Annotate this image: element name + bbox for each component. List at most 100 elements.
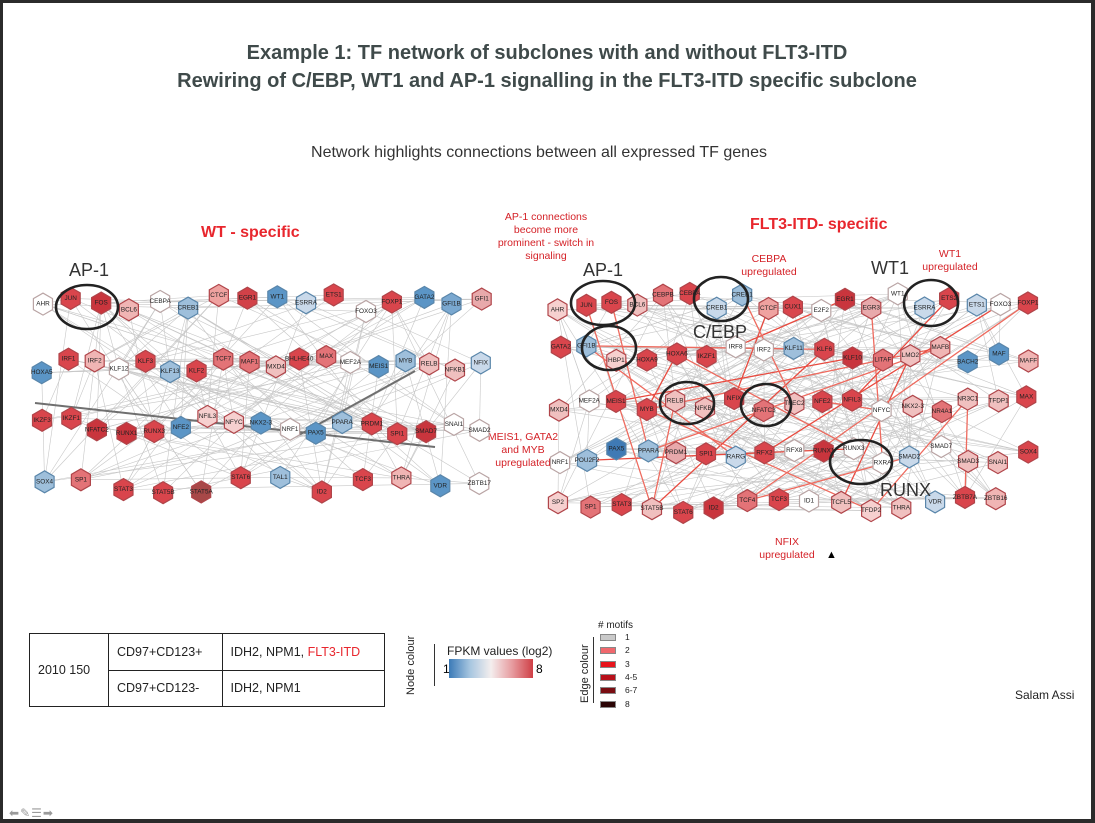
- flt-node-mafb: MAFB: [930, 335, 951, 360]
- flt-edge: [823, 299, 846, 452]
- flt-strong-edge: [651, 348, 825, 510]
- wt-edge: [159, 301, 250, 363]
- label-flt-wt1: WT1: [871, 258, 909, 278]
- svg-text:RUNX1: RUNX1: [116, 430, 138, 437]
- svg-text:CTCF: CTCF: [210, 292, 227, 299]
- edge-colour-axis-label: Edge colour: [579, 644, 591, 703]
- motifs-legend-title: # motifs: [598, 620, 634, 631]
- flt-node-pax5: PAX5: [606, 437, 627, 461]
- svg-text:MAF1: MAF1: [241, 359, 258, 366]
- flt-node-nfyc: NFYC: [871, 398, 892, 423]
- annotation-wt1-upregulated: WT1 upregulated: [922, 248, 978, 273]
- flt-node-egr3: EGR3: [861, 296, 882, 320]
- flt-node-egr1: EGR1: [834, 287, 856, 311]
- flt-edge: [557, 309, 648, 361]
- svg-text:NRF1: NRF1: [552, 459, 569, 466]
- wt-node-klf2: KLF2: [186, 359, 207, 383]
- motif-swatch: [600, 700, 616, 708]
- flt-node-nrf1: NRF1: [549, 450, 571, 475]
- wt-edge: [44, 298, 71, 482]
- flt-node-cux1: CUX1: [782, 295, 804, 319]
- svg-text:ZBTB16: ZBTB16: [984, 495, 1008, 502]
- svg-text:RXRA: RXRA: [874, 460, 892, 467]
- flt-node-tcf3: TCF3: [768, 487, 790, 512]
- wt-edge: [321, 303, 452, 493]
- wt-node-stat5a: STAT5A: [190, 480, 214, 504]
- forward-arrow-icon[interactable]: ➡: [42, 806, 54, 819]
- wt-edge: [123, 297, 425, 490]
- wt-node-gfi1: GFI1: [471, 287, 492, 311]
- flt-node-gfi1b: GFI1B: [576, 334, 597, 358]
- wt-node-ikzf3: IKZF3: [31, 408, 53, 432]
- wt-node-jun: JUN: [60, 286, 81, 311]
- svg-text:FOS: FOS: [605, 299, 618, 306]
- flt-node-tfdp2: TFDP2: [861, 498, 882, 523]
- flt-edge: [705, 293, 898, 454]
- svg-text:STAT6: STAT6: [231, 474, 250, 481]
- svg-text:CREB1: CREB1: [177, 305, 199, 312]
- svg-text:SNAI1: SNAI1: [445, 421, 464, 428]
- flt-cebp-circle: [692, 275, 750, 323]
- flt-edge: [897, 293, 966, 498]
- svg-text:SMAD2: SMAD2: [468, 427, 490, 434]
- flt-node-lmo2: LMO2: [900, 344, 921, 368]
- wt-node-pax5: PAX5: [305, 421, 326, 445]
- flt-node-jun: JUN: [576, 293, 597, 317]
- svg-text:MXD4: MXD4: [267, 363, 285, 370]
- menu-icon[interactable]: ☰: [31, 806, 43, 819]
- svg-text:PAX5: PAX5: [308, 430, 324, 437]
- svg-text:THRA: THRA: [893, 504, 911, 511]
- svg-text:SPI1: SPI1: [699, 450, 713, 457]
- svg-text:FOXP1: FOXP1: [381, 298, 402, 305]
- flt-runx-circle: [828, 438, 894, 486]
- svg-text:TCF3: TCF3: [771, 496, 787, 503]
- svg-text:NR4A1: NR4A1: [932, 408, 953, 415]
- flt-node-id1: ID1: [798, 489, 820, 513]
- svg-text:ID2: ID2: [709, 504, 719, 511]
- svg-text:BCL6: BCL6: [121, 306, 137, 313]
- flt-edge: [621, 293, 691, 505]
- svg-text:SP2: SP2: [552, 499, 565, 506]
- annotation-meis1-gata2-myb: MEIS1, GATA2 and MYB upregulated: [487, 431, 559, 469]
- flt-node-smad2: SMAD2: [898, 445, 921, 469]
- flt-edge: [793, 348, 883, 464]
- flt-edge: [763, 410, 1029, 453]
- svg-text:NFATC3: NFATC3: [752, 407, 776, 414]
- svg-text:SP1: SP1: [585, 504, 598, 511]
- flt-strong-edge: [840, 355, 911, 503]
- svg-text:KLF12: KLF12: [109, 365, 128, 372]
- svg-text:SMAD7: SMAD7: [415, 428, 437, 435]
- svg-text:JUN: JUN: [64, 295, 77, 302]
- wt-node-gfi1b: GFI1B: [441, 292, 462, 316]
- network-diagrams: AHR JUN FOS BCL6 CEBPA CREB1 CTCF EGR1 WT1 ESRRA E…: [31, 275, 1039, 525]
- wt-edge: [170, 371, 480, 431]
- flt-node-zbtb16: ZBTB16: [984, 487, 1008, 511]
- svg-text:ESRRA: ESRRA: [913, 305, 936, 312]
- flt-strong-edge: [646, 353, 678, 410]
- flt-edge: [763, 410, 854, 450]
- flt-strong-edge: [870, 307, 884, 464]
- flt-node-gata2: GATA2: [550, 335, 571, 359]
- svg-text:CTCF: CTCF: [760, 305, 777, 312]
- flt-edge: [646, 359, 714, 508]
- flt-node-stat5b: STAT5B: [640, 497, 664, 521]
- svg-text:CUX1: CUX1: [784, 304, 801, 311]
- flt-node-thra: THRA: [891, 496, 912, 520]
- wt-node-thra: THRA: [391, 466, 412, 490]
- wt-node-mef2a: MEF2A: [340, 350, 362, 375]
- row1-flt3-itd: FLT3-ITD: [307, 644, 361, 659]
- wt-edge: [279, 301, 393, 478]
- motif-swatch: [600, 634, 616, 641]
- flt-node-ppara: PPARA: [638, 439, 660, 463]
- wt-node-relb: RELB: [419, 352, 440, 376]
- svg-text:MEIS1: MEIS1: [369, 363, 389, 370]
- label-flt-cebp: C/EBP: [693, 322, 748, 342]
- pen-icon[interactable]: ✎: [20, 806, 32, 819]
- flt-node-max: MAX: [1016, 385, 1037, 409]
- back-arrow-icon[interactable]: ⬅: [9, 806, 21, 819]
- wt-edge: [118, 307, 189, 370]
- flt-node-prdm1: PRDM1: [665, 441, 688, 465]
- wt-node-smad2: SMAD2: [468, 418, 491, 442]
- flt-node-nfil3: NFIL3: [841, 388, 863, 412]
- wt-edge: [123, 363, 430, 490]
